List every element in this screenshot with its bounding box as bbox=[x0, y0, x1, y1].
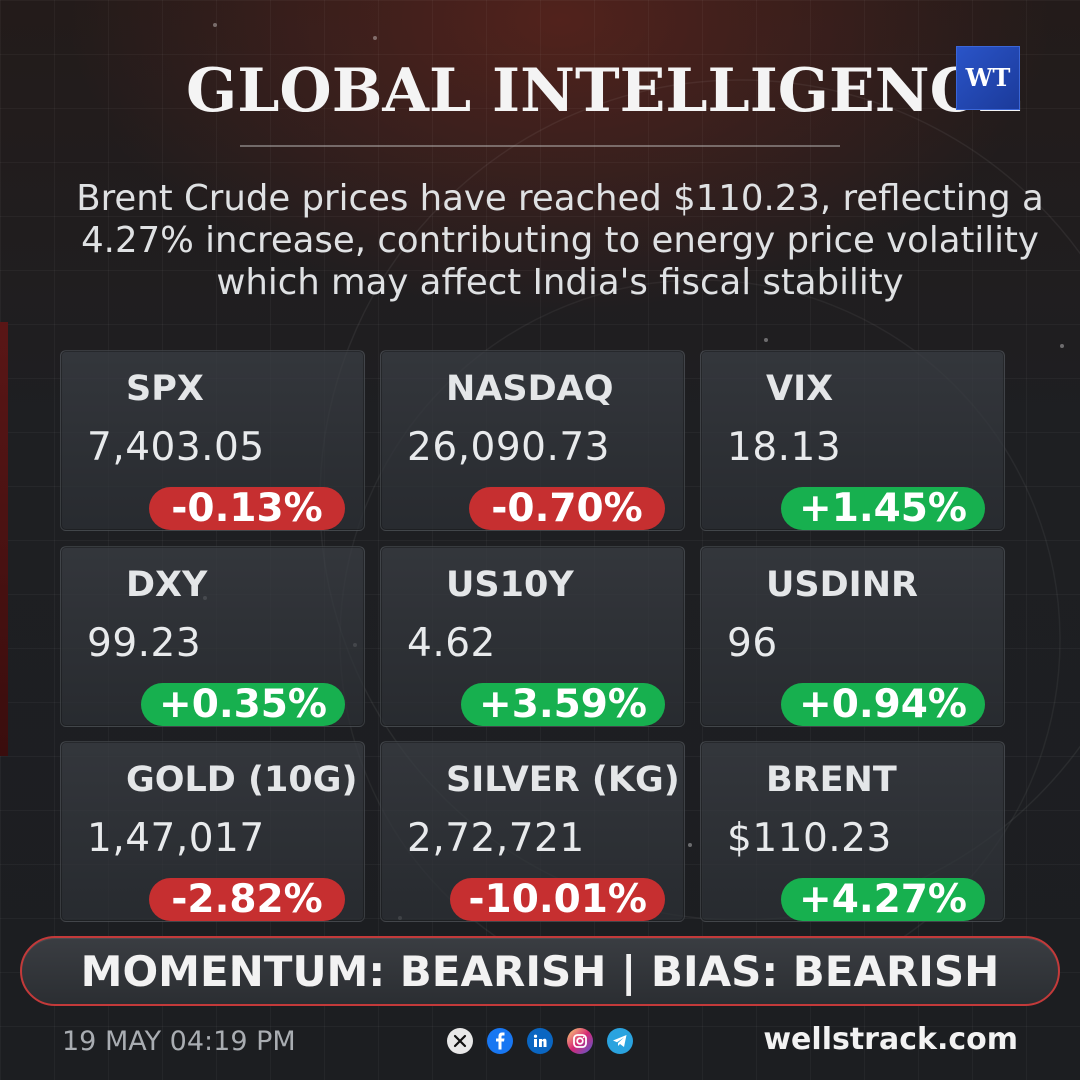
card-name: VIX bbox=[766, 369, 834, 409]
market-card-brent: BRENT $110.23 +4.27% bbox=[700, 741, 1005, 922]
market-card-vix: VIX 18.13 +1.45% bbox=[700, 350, 1005, 531]
website-link[interactable]: wellstrack.com bbox=[763, 1022, 1018, 1057]
card-value: 96 bbox=[727, 621, 778, 666]
change-badge: -0.13% bbox=[149, 487, 345, 530]
change-badge: -2.82% bbox=[149, 878, 345, 921]
change-badge: +4.27% bbox=[781, 878, 985, 921]
card-value: 26,090.73 bbox=[407, 425, 610, 470]
market-card-nasdaq: NASDAQ 26,090.73 -0.70% bbox=[380, 350, 685, 531]
logo-text: WT bbox=[965, 63, 1011, 92]
change-badge: +1.45% bbox=[781, 487, 985, 530]
card-value: $110.23 bbox=[727, 816, 892, 861]
momentum-bias-banner: MOMENTUM: BEARISH | BIAS: BEARISH bbox=[20, 936, 1060, 1006]
change-badge: +3.59% bbox=[461, 683, 665, 726]
instagram-icon[interactable] bbox=[567, 1028, 593, 1054]
card-name: DXY bbox=[126, 565, 208, 605]
card-name: USDINR bbox=[766, 565, 918, 605]
news-headline: Brent Crude prices have reached $110.23,… bbox=[76, 178, 1044, 303]
change-badge: +0.94% bbox=[781, 683, 985, 726]
change-badge: -0.70% bbox=[469, 487, 665, 530]
logo-mark-icon: WT bbox=[965, 63, 1011, 92]
wellstrack-logo: WT bbox=[956, 46, 1020, 110]
left-accent-stripe bbox=[0, 322, 8, 756]
linkedin-icon[interactable] bbox=[527, 1028, 553, 1054]
market-card-gold: GOLD (10G) 1,47,017 -2.82% bbox=[60, 741, 365, 922]
card-value: 2,72,721 bbox=[407, 816, 585, 861]
card-value: 1,47,017 bbox=[87, 816, 265, 861]
page-title: GLOBAL INTELLIGENCE bbox=[186, 56, 1024, 126]
card-name: SILVER (KG) bbox=[446, 760, 680, 800]
social-links bbox=[447, 1028, 633, 1054]
market-cards-grid: SPX 7,403.05 -0.13% NASDAQ 26,090.73 -0.… bbox=[60, 350, 1006, 922]
title-divider bbox=[240, 145, 840, 147]
card-name: GOLD (10G) bbox=[126, 760, 358, 800]
change-badge: -10.01% bbox=[450, 878, 665, 921]
timestamp: 19 MAY 04:19 PM bbox=[62, 1026, 296, 1057]
market-card-spx: SPX 7,403.05 -0.13% bbox=[60, 350, 365, 531]
card-name: US10Y bbox=[446, 565, 574, 605]
market-card-dxy: DXY 99.23 +0.35% bbox=[60, 546, 365, 727]
market-card-usdinr: USDINR 96 +0.94% bbox=[700, 546, 1005, 727]
card-value: 99.23 bbox=[87, 621, 202, 666]
x-icon[interactable] bbox=[447, 1028, 473, 1054]
card-value: 7,403.05 bbox=[87, 425, 265, 470]
facebook-icon[interactable] bbox=[487, 1028, 513, 1054]
card-value: 4.62 bbox=[407, 621, 496, 666]
card-value: 18.13 bbox=[727, 425, 842, 470]
market-card-us10y: US10Y 4.62 +3.59% bbox=[380, 546, 685, 727]
card-name: NASDAQ bbox=[446, 369, 614, 409]
change-badge: +0.35% bbox=[141, 683, 345, 726]
market-card-silver: SILVER (KG) 2,72,721 -10.01% bbox=[380, 741, 685, 922]
card-name: BRENT bbox=[766, 760, 897, 800]
card-name: SPX bbox=[126, 369, 204, 409]
telegram-icon[interactable] bbox=[607, 1028, 633, 1054]
